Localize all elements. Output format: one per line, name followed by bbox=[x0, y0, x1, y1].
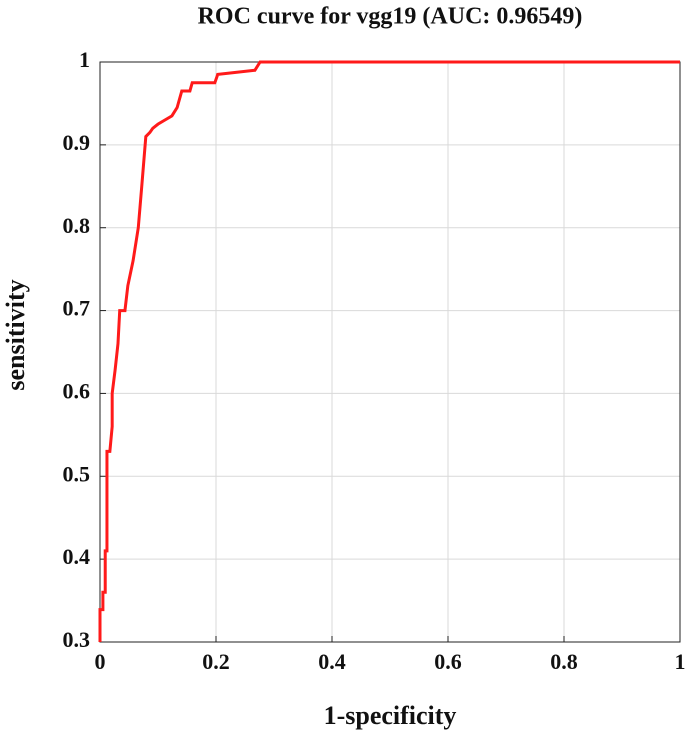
y-tick-label: 0.9 bbox=[63, 130, 91, 155]
y-tick-label: 0.6 bbox=[63, 378, 91, 403]
y-tick-label: 0.8 bbox=[63, 213, 91, 238]
roc-curve bbox=[98, 60, 680, 642]
x-tick-label: 0.2 bbox=[202, 649, 230, 674]
chart-title: ROC curve for vgg19 (AUC: 0.96549) bbox=[198, 4, 583, 30]
y-tick-label: 0.7 bbox=[63, 296, 91, 321]
x-tick-label: 0 bbox=[95, 649, 106, 674]
x-axis-label: 1-specificity bbox=[324, 701, 457, 730]
y-tick-label: 0.4 bbox=[63, 544, 91, 569]
y-axis-label: sensitivity bbox=[1, 279, 30, 390]
y-tick-label: 0.5 bbox=[63, 461, 91, 486]
x-tick-label: 0.8 bbox=[550, 649, 578, 674]
x-tick-label: 1 bbox=[675, 649, 685, 674]
x-tick-label: 0.6 bbox=[434, 649, 462, 674]
y-tick-label: 1 bbox=[79, 47, 90, 72]
plot-frame bbox=[99, 61, 681, 643]
x-tick-label: 0.4 bbox=[318, 649, 346, 674]
y-tick-label: 0.3 bbox=[63, 627, 91, 652]
